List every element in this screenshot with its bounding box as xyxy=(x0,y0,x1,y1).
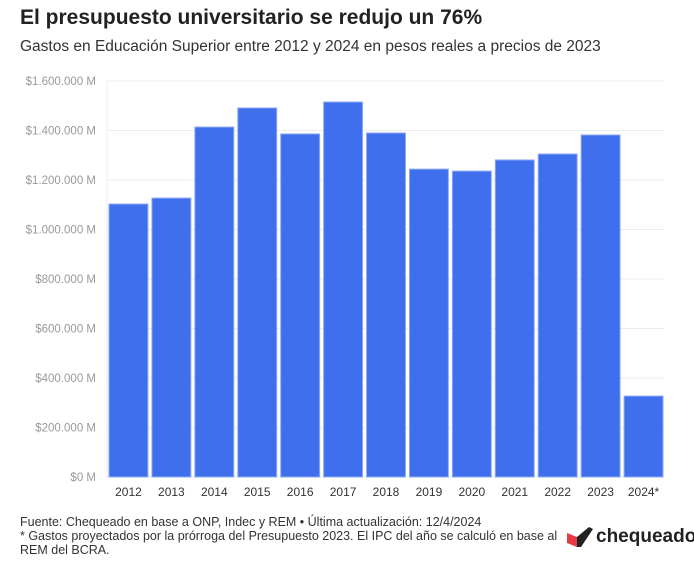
source-note: Fuente: Chequeado en base a ONP, Indec y… xyxy=(20,515,482,529)
x-tick-label: 2015 xyxy=(244,485,271,499)
bar-2023[interactable] xyxy=(580,134,621,478)
x-tick-label: 2021 xyxy=(501,485,528,499)
bar-2014[interactable] xyxy=(194,126,235,478)
y-tick-label: $800.000 M xyxy=(35,274,96,286)
footer: Fuente: Chequeado en base a ONP, Indec y… xyxy=(20,515,560,557)
logo-mark-icon xyxy=(567,527,593,547)
x-tick-label: 2019 xyxy=(416,485,443,499)
footnote: * Gastos proyectados por la prórroga del… xyxy=(20,529,558,557)
bar-2019[interactable] xyxy=(408,168,449,478)
chart-title: El presupuesto universitario se redujo u… xyxy=(20,6,483,29)
logo-text: chequeado xyxy=(596,526,694,547)
bar-2024*[interactable] xyxy=(623,395,664,478)
x-tick-label: 2023 xyxy=(587,485,614,499)
y-tick-label: $200.000 M xyxy=(35,423,96,435)
y-tick-label: $0 M xyxy=(70,472,96,484)
bar-2020[interactable] xyxy=(451,170,492,478)
bar-2016[interactable] xyxy=(280,133,321,478)
x-tick-label: 2018 xyxy=(373,485,400,499)
bar-2018[interactable] xyxy=(366,132,406,478)
bar-2012[interactable] xyxy=(108,203,149,478)
y-tick-label: $1.200.000 M xyxy=(26,175,96,187)
bar-2013[interactable] xyxy=(151,197,192,478)
bar-2022[interactable] xyxy=(537,153,578,478)
y-tick-label: $1.400.000 M xyxy=(26,126,96,138)
y-tick-label: $1.000.000 M xyxy=(26,225,96,237)
x-tick-label: 2022 xyxy=(544,485,571,499)
bar-2015[interactable] xyxy=(237,107,278,478)
y-tick-label: $600.000 M xyxy=(35,324,96,336)
x-tick-label: 2013 xyxy=(158,485,185,499)
x-tick-label: 2017 xyxy=(330,485,357,499)
x-tick-label: 2014 xyxy=(201,485,228,499)
y-tick-label: $1.600.000 M xyxy=(26,76,96,88)
chequeado-logo: chequeado xyxy=(565,526,694,548)
x-tick-label: 2024* xyxy=(628,485,660,499)
bar-chart: $0 M $200.000 M $400.000 M $600.000 M $800.0… xyxy=(26,76,665,499)
chart-subtitle: Gastos en Educación Superior entre 2012 … xyxy=(20,38,601,55)
x-tick-label: 2016 xyxy=(287,485,314,499)
bar-2017[interactable] xyxy=(323,101,364,478)
bar-2021[interactable] xyxy=(494,159,535,478)
x-tick-label: 2020 xyxy=(458,485,485,499)
y-tick-label: $400.000 M xyxy=(35,373,96,385)
x-tick-label: 2012 xyxy=(115,485,142,499)
